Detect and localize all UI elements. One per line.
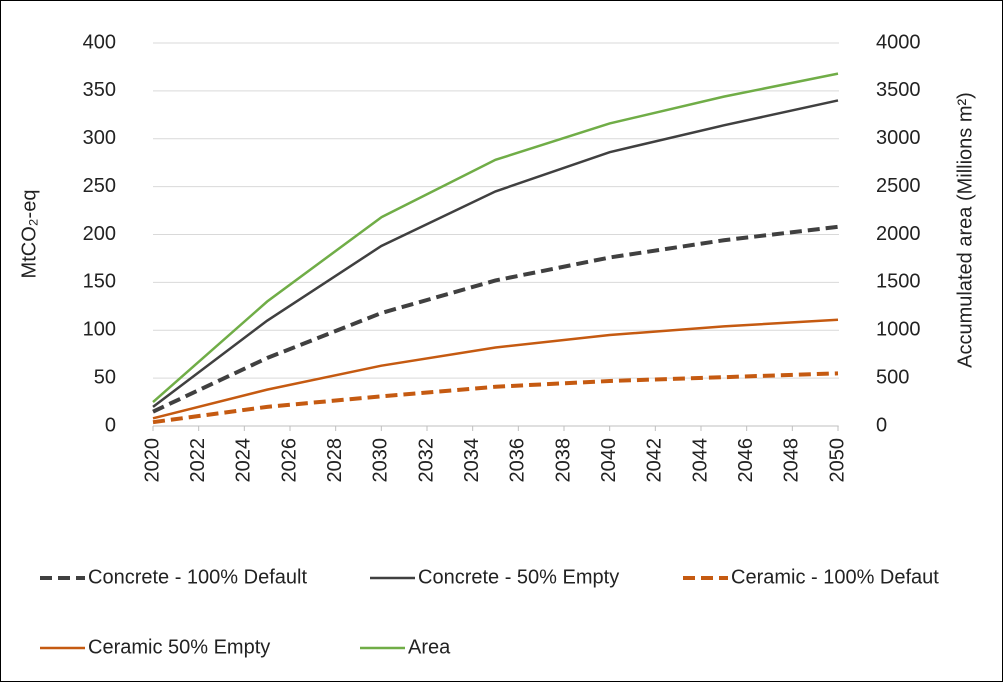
- y-axis-label: MtCO₂-eq: [18, 190, 40, 279]
- legend-label: Concrete - 100% Default: [88, 566, 307, 588]
- x-tick-label: 2020: [141, 438, 163, 483]
- y2-tick-label: 2500: [876, 175, 921, 197]
- y-tick-label: 100: [83, 319, 116, 341]
- series-line: [152, 72, 839, 404]
- x-tick-label: 2028: [324, 438, 346, 483]
- series-line: [152, 371, 839, 425]
- y2-tick-label: 3000: [876, 127, 921, 149]
- x-tick-label: 2038: [552, 438, 574, 483]
- x-tick-label: 2044: [689, 438, 711, 483]
- y-tick-label: 0: [105, 414, 116, 436]
- x-tick-label: 2024: [233, 438, 255, 483]
- legend-label: Area: [408, 636, 451, 658]
- legend-label: Ceramic 50% Empty: [88, 636, 270, 658]
- x-tick-label: 2026: [278, 438, 300, 483]
- y2-tick-label: 1000: [876, 319, 921, 341]
- x-tick-label: 2042: [644, 438, 666, 483]
- x-tick-label: 2036: [507, 438, 529, 483]
- x-tick-label: 2032: [415, 438, 437, 483]
- y2-tick-label: 1500: [876, 271, 921, 293]
- y-tick-label: 400: [83, 31, 116, 53]
- x-tick-label: 2022: [187, 438, 209, 483]
- y-tick-label: 250: [83, 175, 116, 197]
- y-tick-label: 200: [83, 223, 116, 245]
- series-line: [152, 99, 839, 408]
- y2-tick-label: 500: [876, 366, 909, 388]
- series-line: [152, 224, 839, 414]
- legend-label: Concrete - 50% Empty: [418, 566, 619, 588]
- y-tick-label: 150: [83, 271, 116, 293]
- y2-tick-label: 2000: [876, 223, 921, 245]
- x-tick-label: 2040: [598, 438, 620, 483]
- y2-tick-label: 3500: [876, 79, 921, 101]
- x-tick-label: 2034: [461, 438, 483, 483]
- x-tick-label: 2046: [735, 438, 757, 483]
- y2-tick-label: 0: [876, 414, 887, 436]
- y2-axis-label: Accumulated area (Millions m²): [954, 92, 976, 368]
- series-line: [152, 318, 839, 420]
- y-tick-label: 50: [94, 366, 116, 388]
- x-tick-label: 2048: [781, 438, 803, 483]
- y2-tick-label: 4000: [876, 31, 921, 53]
- y-tick-label: 350: [83, 79, 116, 101]
- legend-label: Ceramic - 100% Defaut: [731, 566, 939, 588]
- x-tick-label: 2030: [370, 438, 392, 483]
- y-tick-label: 300: [83, 127, 116, 149]
- x-tick-label: 2050: [826, 438, 848, 483]
